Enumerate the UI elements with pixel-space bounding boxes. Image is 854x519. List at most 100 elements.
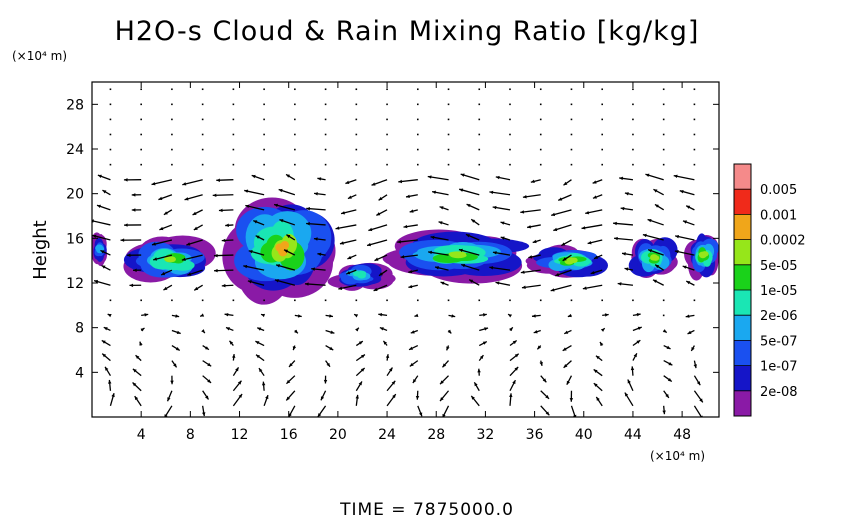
wind-vector-head <box>229 340 234 345</box>
wind-vector-dot <box>171 163 173 166</box>
wind-vector-head <box>306 206 310 211</box>
x-axis: 4 8 12 16 20 24 28 32 36 40 44 48 <box>137 82 691 443</box>
wind-vector-head <box>131 208 136 212</box>
wind-vector-dot <box>171 103 173 106</box>
wind-vector-head <box>564 330 569 334</box>
wind-vector-dot <box>386 299 388 302</box>
wind-vector-head <box>358 341 363 345</box>
wind-vector-dot <box>509 118 511 121</box>
wind-vector <box>693 405 703 417</box>
wind-vector-head <box>311 267 315 271</box>
wind-vector-dot <box>693 103 696 106</box>
wind-vector-head <box>286 396 290 401</box>
wind-vector-head <box>596 396 600 401</box>
wind-vector-dot <box>140 148 142 151</box>
wind-vector-head <box>408 284 413 289</box>
wind-vector-dot <box>109 163 112 166</box>
wind-vector-dot <box>601 299 604 302</box>
wind-vector-head <box>652 279 657 283</box>
wind-vector-dot <box>447 118 450 121</box>
wind-vector-dot <box>662 148 665 151</box>
wind-vector-dot <box>324 103 327 106</box>
wind-vector-head <box>440 397 444 402</box>
wind-vector-head <box>132 382 137 387</box>
wind-vector-dot <box>539 148 542 151</box>
wind-vector-dot <box>632 133 634 136</box>
wind-vector-head <box>624 192 629 196</box>
wind-vector-head <box>509 393 513 398</box>
wind-vector-dot <box>232 88 235 91</box>
wind-vector-head <box>181 257 186 261</box>
y-axis: 4 8 12 16 20 24 28 <box>66 97 719 381</box>
wind-vector-dot <box>693 133 696 136</box>
wind-vector-head <box>326 362 330 367</box>
wind-vector-dot <box>201 118 204 121</box>
wind-vector-dot <box>693 299 696 302</box>
wind-vector-dot <box>232 148 235 151</box>
wind-vector-head <box>489 266 494 270</box>
wind-vector-head <box>175 347 180 351</box>
wind-vector-head <box>662 410 666 415</box>
y-tick-label: 16 <box>66 231 84 247</box>
wind-vector-dot <box>109 133 112 136</box>
wind-vector-head <box>389 367 393 372</box>
x-tick-label: 8 <box>186 427 195 443</box>
wind-vector-head <box>438 221 443 225</box>
wind-vector-head <box>354 314 359 318</box>
wind-vector-head <box>653 189 658 193</box>
wind-vector-head <box>409 209 414 213</box>
wind-vector-head <box>286 234 291 239</box>
wind-vector-head <box>304 282 309 286</box>
wind-vector-head <box>255 341 260 345</box>
wind-vector-head <box>317 413 322 417</box>
wind-vector-head <box>685 314 690 318</box>
wind-vector-head <box>595 355 600 360</box>
wind-vector-head <box>593 383 598 387</box>
wind-vector-head <box>545 395 550 399</box>
wind-vector-head <box>107 314 112 318</box>
wind-vector-head <box>294 329 298 334</box>
wind-vector-head <box>604 313 609 317</box>
colorbar-swatch <box>734 365 751 391</box>
wind-vector-head <box>244 189 249 193</box>
wind-vector-head <box>184 197 189 201</box>
wind-vector-head <box>550 288 555 292</box>
wind-vector-head <box>385 354 390 359</box>
y-tick-label: 24 <box>66 142 84 158</box>
wind-vector-head <box>532 239 537 244</box>
wind-vector-dot <box>263 133 265 136</box>
wind-vector-dot <box>693 118 696 121</box>
wind-vector-head <box>514 353 519 358</box>
wind-vector-head <box>675 234 680 239</box>
colorbar-label: 0.005 <box>760 183 797 198</box>
wind-vector-head <box>483 313 487 317</box>
wind-vector-head <box>665 393 669 398</box>
wind-vector-head <box>261 381 266 386</box>
wind-vector-head <box>164 414 168 417</box>
wind-vector-dot <box>294 133 296 136</box>
wind-vector-dot <box>294 163 296 166</box>
wind-vector-head <box>673 174 678 179</box>
wind-vector-head <box>345 180 350 184</box>
wind-vector-head <box>225 223 229 228</box>
wind-vector-dot <box>324 299 327 302</box>
wind-vector-head <box>600 328 605 332</box>
wind-vector-head <box>194 286 199 291</box>
wind-vector-head <box>97 204 101 209</box>
wind-vector-dot <box>324 88 327 91</box>
wind-vector-head <box>686 281 691 285</box>
wind-vector-head <box>622 252 626 256</box>
wind-vector-head <box>512 380 516 385</box>
wind-vector-head <box>193 226 198 230</box>
wind-vector-head <box>278 188 283 193</box>
cloud-contour-blob <box>566 257 576 263</box>
wind-vector-head <box>397 240 401 244</box>
wind-vector-dot <box>171 88 173 91</box>
colorbar-label: 5e-07 <box>760 334 798 349</box>
cloud-contour-blob <box>95 245 103 251</box>
wind-vector-head <box>367 242 372 247</box>
wind-vector-head <box>398 179 403 184</box>
wind-vector-head <box>592 195 597 199</box>
wind-vector-head <box>108 379 112 384</box>
wind-vector-head <box>391 380 396 385</box>
